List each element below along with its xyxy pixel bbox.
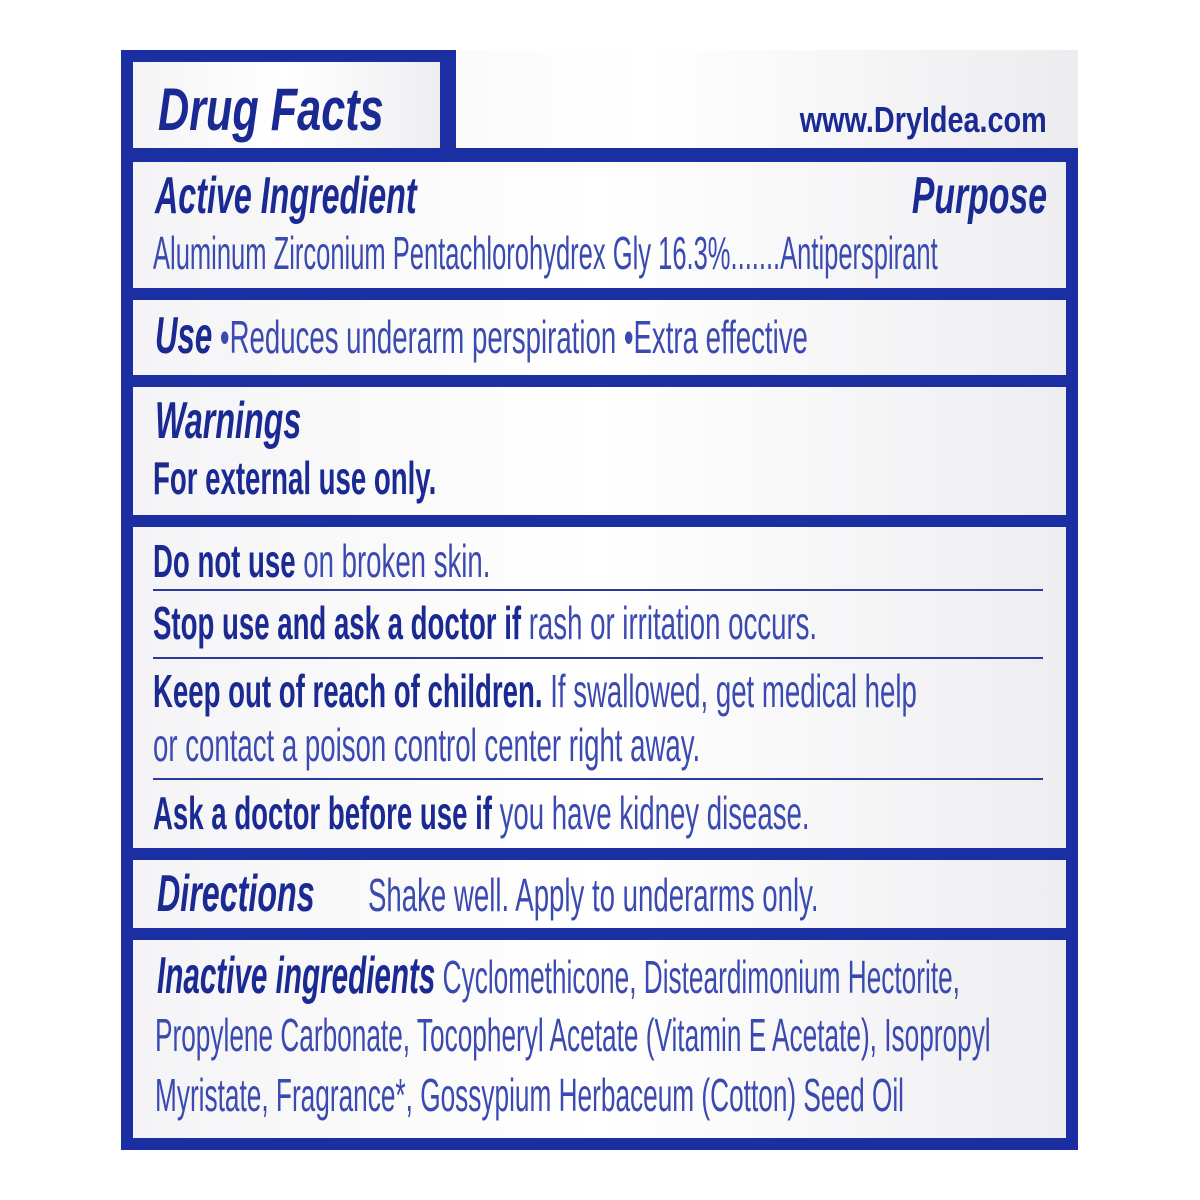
warnings-details-section [133, 527, 1066, 848]
active-ingredient-line: Aluminum Zirconium Pentachlorohydrex Gly… [153, 227, 938, 279]
keep-out-line: Keep out of reach of children. If swallo… [153, 668, 917, 714]
warnings-section [133, 387, 1066, 515]
page-title: Drug Facts [158, 76, 384, 143]
keep-out-label: Keep out of reach of children. [153, 665, 543, 717]
do-not-use-label: Do not use [153, 535, 296, 587]
active-ingredient-heading: Active Ingredient [155, 167, 417, 225]
inactive-ingredients-section [133, 940, 1066, 1138]
active-ingredient-section [133, 162, 1066, 288]
directions-text: Shake well. Apply to underarms only. [368, 869, 819, 921]
ask-doctor-text: you have kidney disease. [491, 787, 810, 839]
external-use-text: For external use only. [153, 452, 437, 504]
use-section [133, 300, 1066, 375]
keep-out-text: If swallowed, get medical help [542, 665, 917, 717]
inactive-line-3: Myristate, Fragrance*, Gossypium Herbace… [155, 1069, 905, 1121]
divider [153, 589, 1043, 591]
ask-doctor-label: Ask a doctor before use if [153, 787, 492, 839]
website-link: www.DryIdea.com [799, 99, 1047, 140]
do-not-use-text: on broken skin. [295, 535, 491, 587]
use-heading: Use [155, 307, 213, 365]
warnings-heading: Warnings [155, 392, 302, 450]
keep-out-line-2: or contact a poison control center right… [153, 719, 701, 771]
directions-section [133, 860, 1066, 928]
directions-heading: Directions [157, 865, 315, 923]
purpose-heading: Purpose [911, 167, 1047, 225]
stop-use-text: rash or irritation occurs. [521, 597, 818, 649]
inactive-heading: Inactive ingredients [157, 947, 436, 1005]
stop-use-label: Stop use and ask a doctor if [153, 597, 522, 649]
inactive-text-1: Cyclomethicone, Disteardimonium Hectorit… [435, 951, 960, 1003]
inactive-line-1: Inactive ingredients Cyclomethicone, Dis… [157, 950, 960, 1002]
do-not-use-line: Do not use on broken skin. [153, 538, 490, 584]
title-box [133, 62, 440, 148]
inactive-line-2: Propylene Carbonate, Tocopheryl Acetate … [155, 1009, 991, 1061]
use-line: Use •Reduces underarm perspiration •Extr… [155, 310, 808, 362]
divider [153, 778, 1043, 780]
use-text: •Reduces underarm perspiration •Extra ef… [212, 311, 808, 363]
ask-doctor-line: Ask a doctor before use if you have kidn… [153, 790, 810, 836]
stop-use-line: Stop use and ask a doctor if rash or irr… [153, 600, 817, 646]
divider [153, 657, 1043, 659]
